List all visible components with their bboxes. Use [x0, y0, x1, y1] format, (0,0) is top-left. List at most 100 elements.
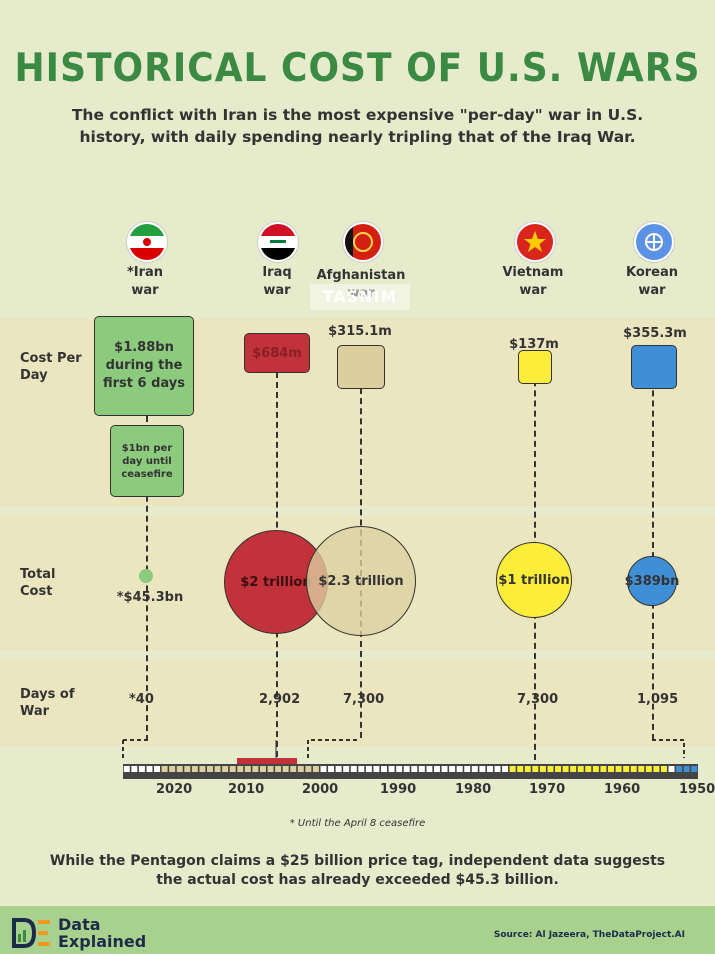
row-label-cost-per-day: Cost Per Day [20, 351, 82, 383]
timeline-year-cell [252, 766, 259, 772]
iraq-period-bar [237, 758, 297, 764]
iran-days-label: *40 [129, 692, 154, 707]
timeline-year-cell [161, 766, 168, 772]
timeline-year-cell [426, 766, 433, 772]
bottom-note: While the Pentagon claims a $25 billion … [49, 853, 666, 888]
timeline-year-cell [449, 766, 456, 772]
war-label-vietnam: Vietnam war [502, 265, 564, 298]
timeline-year-cell [433, 766, 440, 772]
timeline-year-cell [441, 766, 448, 772]
timeline-year-cell [676, 766, 683, 772]
timeline-year-cell [290, 766, 297, 772]
iran-flag-icon [127, 222, 167, 262]
timeline-year-cell [275, 766, 282, 772]
timeline-year-cell [350, 766, 357, 772]
timeline-year-cell [683, 766, 690, 772]
footnote: * Until the April 8 ceasefire [289, 818, 426, 829]
timeline-year-cell [660, 766, 667, 772]
tick-1960: 1960 [604, 782, 641, 797]
timeline-year-cell [539, 766, 546, 772]
timeline-brackets [122, 739, 685, 760]
timeline-year-cell [222, 766, 229, 772]
korea-connector [652, 350, 654, 740]
timeline-year-cell [267, 766, 274, 772]
timeline-year-cell [456, 766, 463, 772]
timeline-year-cell [184, 766, 191, 772]
timeline-year-cell [517, 766, 524, 772]
timeline-year-cell [169, 766, 176, 772]
korea-total-cost-circle: $389bn [625, 556, 679, 606]
row-label-total-cost: Total Cost [20, 567, 56, 599]
row-label-days-of-war: Days of War [20, 687, 75, 719]
timeline-year-cell [577, 766, 584, 772]
timeline-year-cell [691, 766, 698, 772]
timeline-year-cell [592, 766, 599, 772]
timeline-year-cell [259, 766, 266, 772]
source-credit: Source: Al Jazeera, TheDataProject.AI [493, 930, 685, 940]
timeline-year-cell [403, 766, 410, 772]
vietnam-cost-per-day-box [518, 350, 552, 384]
tick-1950: 1950 [679, 782, 715, 797]
timeline-year-cell [668, 766, 675, 772]
timeline-year-cell [411, 766, 418, 772]
war-label-afghanistan: Afghanistan war [316, 268, 406, 301]
tasnim-watermark: TASNIM [310, 284, 410, 310]
tick-1990: 1990 [380, 782, 417, 797]
korea-cost-per-day-box [631, 345, 677, 389]
afghanistan-flag-icon [343, 222, 383, 262]
tick-2010: 2010 [228, 782, 265, 797]
timeline-year-cell [562, 766, 569, 772]
timeline-year-cell [494, 766, 501, 772]
timeline-year-cell [297, 766, 304, 772]
afghanistan-days-label: 7,300 [343, 692, 385, 707]
iran-total-cost-circle [139, 569, 153, 583]
timeline-year-cell [191, 766, 198, 772]
timeline-year-cell [199, 766, 206, 772]
afghanistan-cost-per-day-box [337, 345, 385, 389]
timeline-year-cell [608, 766, 614, 772]
tick-1980: 1980 [455, 782, 492, 797]
timeline-year-cell [373, 766, 380, 772]
timeline-year-cell [328, 766, 335, 772]
timeline-year-cell [312, 766, 319, 772]
timeline-year-cell [653, 766, 660, 772]
timeline-year-cell [282, 766, 289, 772]
tick-2020: 2020 [156, 782, 193, 797]
timeline-year-cell [630, 766, 637, 772]
page-subtitle: The conflict with Iran is the most expen… [71, 106, 644, 146]
tick-2000: 2000 [302, 782, 339, 797]
timeline-year-cell [623, 766, 630, 772]
korea-cost-per-day-label: $355.3m [623, 326, 687, 341]
iraq-cost-per-day-box: $684m [244, 333, 310, 373]
days-of-war-band [0, 660, 715, 746]
vietnam-flag-icon [515, 222, 555, 262]
timeline-year-cell [138, 766, 145, 772]
timeline-year-cell [388, 766, 395, 772]
war-label-iran: *Iran war [126, 265, 164, 298]
timeline-year-cell [320, 766, 327, 772]
timeline-year-cell [486, 766, 493, 772]
timeline-year-cell [615, 766, 622, 772]
brand-name: Data Explained [58, 915, 147, 951]
timeline-year-cell [509, 766, 516, 772]
timeline-year-cell [214, 766, 221, 772]
un-flag-icon [634, 222, 674, 262]
timeline-year-cell [358, 766, 365, 772]
timeline-year-cell [585, 766, 592, 772]
timeline-year-cell [229, 766, 236, 772]
timeline-year-cell [335, 766, 342, 772]
afghanistan-cost-per-day-label: $315.1m [328, 324, 392, 339]
timeline-year-cell [146, 766, 153, 772]
timeline-year-cell [645, 766, 652, 772]
iran-ceasefire-box: $1bn per day until ceasefire [110, 425, 184, 497]
timeline-year-cell [471, 766, 478, 772]
timeline-year-cell [555, 766, 562, 772]
timeline-year-cell [396, 766, 403, 772]
timeline-year-cell [305, 766, 312, 772]
vietnam-days-label: 7,300 [517, 692, 559, 707]
timeline-year-cell [600, 766, 607, 772]
timeline-year-cell [524, 766, 531, 772]
timeline-year-cell [570, 766, 577, 772]
timeline-year-cell [547, 766, 554, 772]
timeline-year-cell [464, 766, 471, 772]
